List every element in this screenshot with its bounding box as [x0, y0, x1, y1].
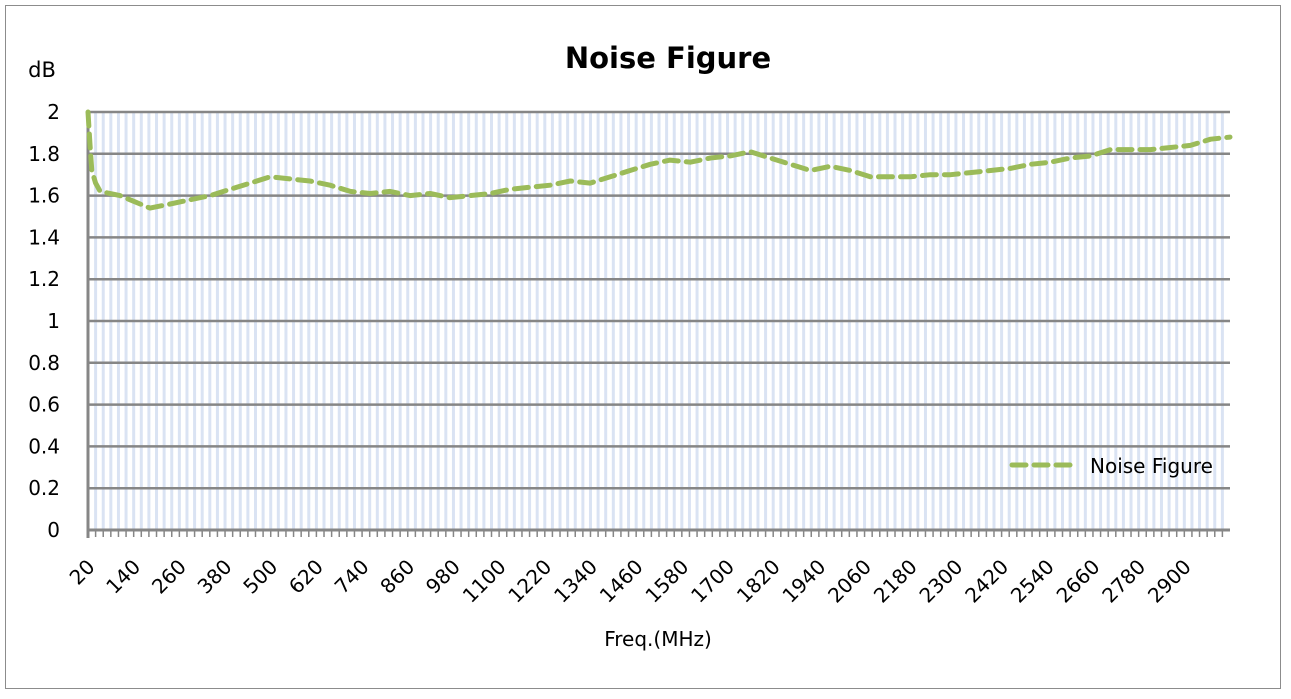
x-tick-label: 500 — [238, 555, 282, 599]
legend-label-noise-figure: Noise Figure — [1090, 454, 1213, 478]
x-tick-label: 1820 — [732, 555, 785, 608]
x-axis-label: Freq.(MHz) — [604, 627, 712, 651]
y-tick-label: 1.2 — [28, 267, 60, 291]
y-tick-label: 0.4 — [28, 434, 60, 458]
x-tick-label: 2900 — [1143, 555, 1196, 608]
y-tick-label: 0 — [47, 518, 60, 542]
chart-title: Noise Figure — [565, 41, 771, 75]
x-tick-label: 740 — [330, 555, 374, 599]
chart-frame — [5, 5, 1281, 689]
x-tick-label: 1940 — [777, 555, 830, 608]
y-tick-label: 1.8 — [28, 142, 60, 166]
x-tick-label: 1460 — [595, 555, 648, 608]
x-tick-label: 1580 — [640, 555, 693, 608]
y-tick-label: 2 — [47, 100, 60, 124]
x-tick-label: 1340 — [549, 555, 602, 608]
y-tick-label: 1.6 — [28, 184, 60, 208]
x-tick-label: 20 — [65, 555, 100, 590]
x-tick-label: 260 — [147, 555, 191, 599]
y-tick-label: 0.2 — [28, 476, 60, 500]
y-axis-label: dB — [28, 58, 56, 82]
x-tick-label: 2180 — [869, 555, 922, 608]
x-tick-label: 380 — [193, 555, 237, 599]
y-tick-label: 0.6 — [28, 393, 60, 417]
x-tick-label: 620 — [284, 555, 328, 599]
x-tick-label: 140 — [101, 555, 145, 599]
x-tick-label: 1220 — [503, 555, 556, 608]
x-tick-label: 2540 — [1006, 555, 1059, 608]
x-tick-label: 1100 — [458, 555, 511, 608]
y-tick-label: 0.8 — [28, 351, 60, 375]
x-tick-label: 2660 — [1052, 555, 1105, 608]
y-tick-label: 1.4 — [28, 225, 60, 249]
x-tick-label: 2300 — [914, 555, 967, 608]
x-tick-label: 860 — [375, 555, 419, 599]
y-tick-label: 1 — [47, 309, 60, 333]
x-tick-label: 2060 — [823, 555, 876, 608]
x-tick-label: 1700 — [686, 555, 739, 608]
series-line-noise-figure — [85, 109, 1233, 211]
x-tick-label: 2780 — [1097, 555, 1150, 608]
legend: Noise Figure — [1009, 454, 1213, 478]
x-tick-label: 2420 — [960, 555, 1013, 608]
